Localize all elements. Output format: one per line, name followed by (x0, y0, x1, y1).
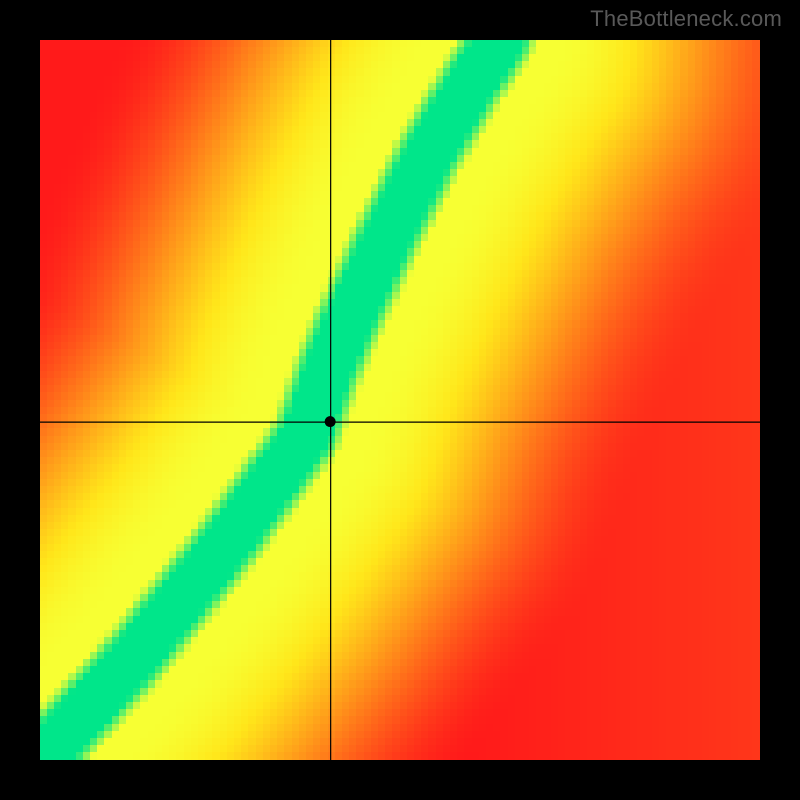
attribution-text: TheBottleneck.com (590, 6, 782, 32)
chart-root: TheBottleneck.com (0, 0, 800, 800)
bottleneck-heatmap (40, 40, 760, 760)
